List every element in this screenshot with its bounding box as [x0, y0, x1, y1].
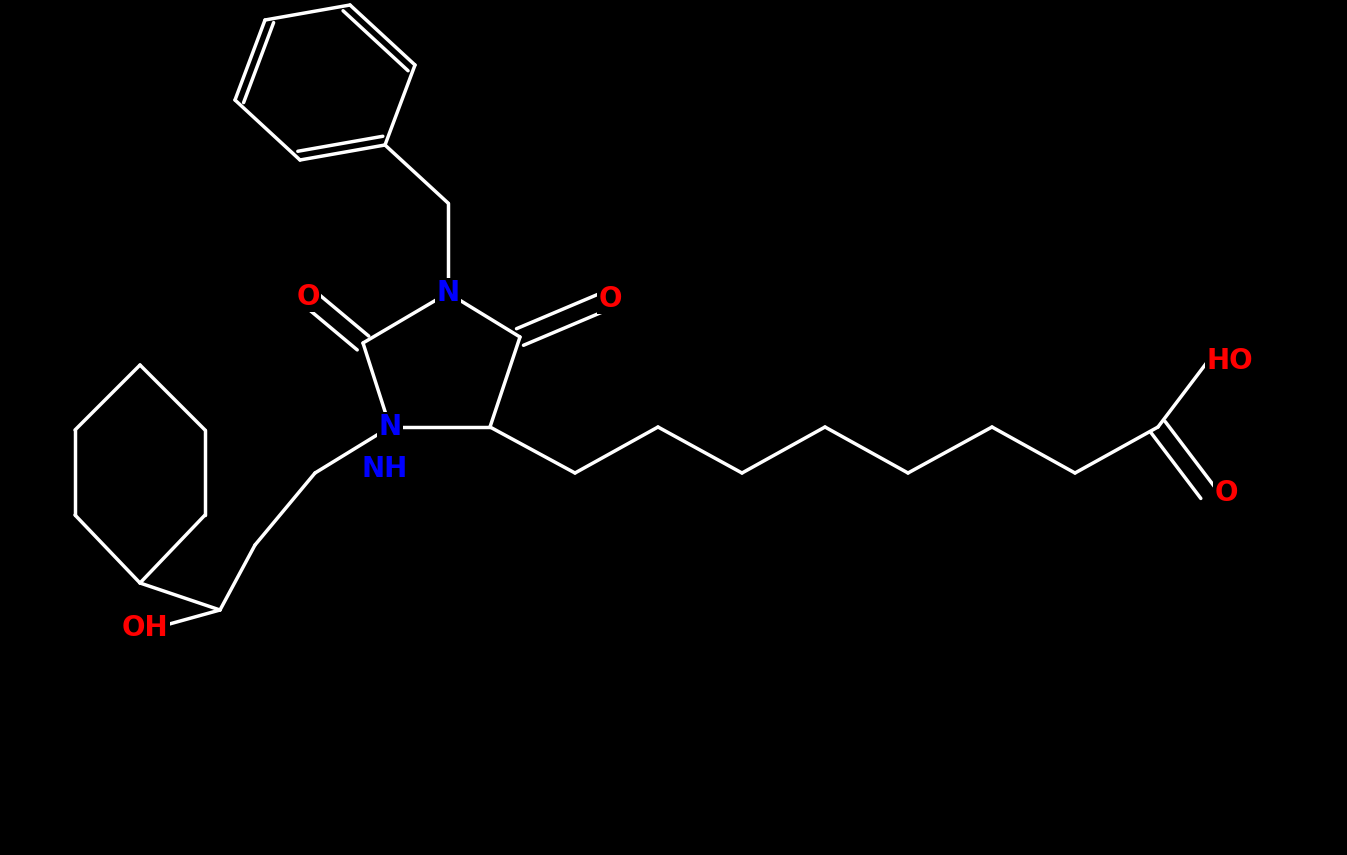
Text: O: O — [598, 285, 622, 313]
Text: O: O — [296, 283, 319, 311]
Text: OH: OH — [121, 614, 168, 642]
Text: N: N — [436, 279, 459, 307]
Text: HO: HO — [1207, 347, 1253, 375]
Text: O: O — [1214, 479, 1238, 507]
Text: N: N — [379, 413, 401, 441]
Text: NH: NH — [362, 455, 408, 483]
